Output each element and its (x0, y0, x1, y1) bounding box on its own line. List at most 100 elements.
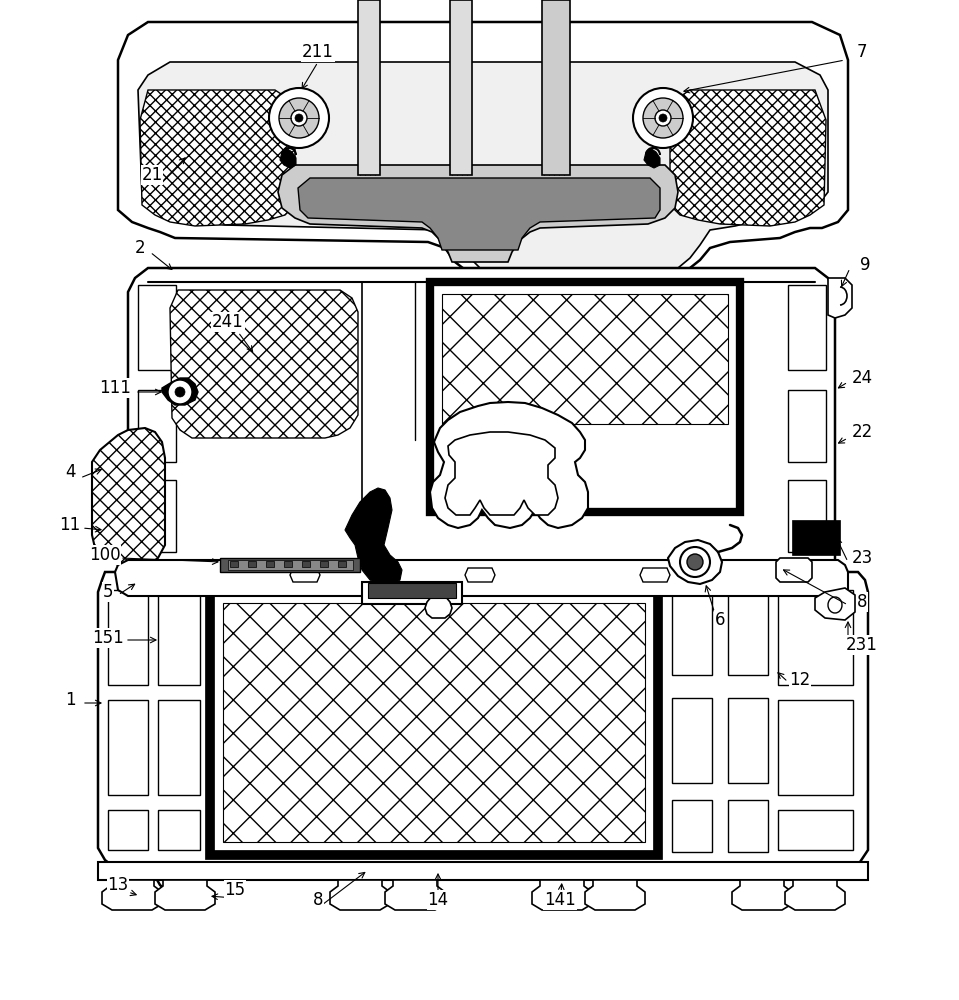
Polygon shape (445, 432, 558, 515)
Bar (210, 590, 658, 855)
Polygon shape (128, 268, 835, 580)
Bar (266, 561, 274, 567)
Bar (158, 700, 200, 795)
Bar (728, 698, 768, 783)
Polygon shape (585, 880, 645, 910)
Polygon shape (732, 880, 792, 910)
Bar (542, 0, 570, 175)
Circle shape (655, 110, 671, 126)
Circle shape (687, 554, 703, 570)
Bar (442, 294, 728, 424)
Bar (788, 390, 826, 462)
Polygon shape (670, 90, 826, 226)
Polygon shape (170, 290, 358, 438)
Polygon shape (430, 402, 588, 528)
Circle shape (291, 110, 307, 126)
Bar (778, 590, 853, 685)
Circle shape (279, 98, 319, 138)
Circle shape (360, 552, 376, 568)
Bar (138, 285, 176, 370)
Text: 24: 24 (852, 369, 873, 387)
Polygon shape (278, 165, 678, 262)
Bar (158, 810, 200, 850)
Bar (108, 700, 148, 795)
Text: 22: 22 (852, 423, 873, 441)
Polygon shape (155, 880, 215, 910)
Polygon shape (465, 568, 495, 582)
Text: 6: 6 (714, 611, 725, 629)
Polygon shape (290, 568, 320, 582)
Bar (138, 390, 176, 462)
Text: 7: 7 (856, 43, 867, 61)
Bar (98, 862, 868, 880)
Bar (302, 561, 310, 567)
Text: 15: 15 (224, 881, 246, 899)
Bar (108, 810, 148, 850)
Bar (138, 480, 176, 552)
Polygon shape (644, 148, 660, 168)
Bar (230, 561, 238, 567)
Bar (788, 285, 826, 370)
Text: 5: 5 (103, 583, 113, 601)
Polygon shape (668, 540, 722, 584)
Polygon shape (118, 22, 848, 282)
Polygon shape (138, 62, 828, 270)
Circle shape (659, 114, 667, 122)
Text: 241: 241 (212, 313, 244, 331)
Text: 11: 11 (59, 516, 81, 534)
Circle shape (643, 98, 683, 138)
Polygon shape (385, 880, 445, 910)
Bar (338, 561, 346, 567)
Text: 1: 1 (64, 691, 76, 709)
Bar (108, 590, 148, 685)
Bar (672, 590, 712, 675)
Polygon shape (828, 278, 852, 318)
Circle shape (680, 547, 710, 577)
Bar (358, 0, 380, 175)
Polygon shape (776, 558, 812, 582)
Text: 14: 14 (428, 891, 449, 909)
Text: 13: 13 (107, 876, 129, 894)
Bar (220, 558, 360, 572)
Bar (158, 590, 200, 685)
Polygon shape (115, 560, 848, 596)
Polygon shape (102, 880, 162, 910)
Text: 8: 8 (856, 593, 867, 611)
Bar (450, 0, 472, 175)
Polygon shape (162, 378, 198, 405)
Text: 8: 8 (313, 891, 323, 909)
Bar (672, 698, 712, 783)
Polygon shape (98, 572, 868, 892)
Polygon shape (425, 596, 452, 618)
Text: 21: 21 (141, 166, 163, 184)
Bar (672, 800, 712, 852)
Bar (362, 582, 462, 604)
Circle shape (168, 380, 192, 404)
Text: 231: 231 (846, 636, 877, 654)
Text: 23: 23 (852, 549, 873, 567)
Polygon shape (815, 588, 855, 620)
Circle shape (365, 557, 371, 563)
Bar (728, 800, 768, 852)
Circle shape (269, 88, 329, 148)
Text: 141: 141 (544, 891, 575, 909)
Bar (728, 590, 768, 675)
Polygon shape (532, 880, 592, 910)
Bar (792, 520, 840, 555)
Circle shape (295, 114, 303, 122)
Text: 111: 111 (99, 379, 131, 397)
Polygon shape (345, 488, 402, 585)
Bar (778, 700, 853, 795)
Bar (368, 583, 456, 598)
Bar (223, 603, 645, 842)
Bar (228, 560, 353, 570)
Bar (248, 561, 256, 567)
Bar (95, 10, 865, 960)
Circle shape (633, 88, 693, 148)
Text: 9: 9 (860, 256, 870, 274)
Text: 100: 100 (89, 546, 121, 564)
Polygon shape (280, 148, 296, 168)
Bar (788, 480, 826, 552)
Text: 211: 211 (302, 43, 334, 61)
Polygon shape (785, 880, 845, 910)
